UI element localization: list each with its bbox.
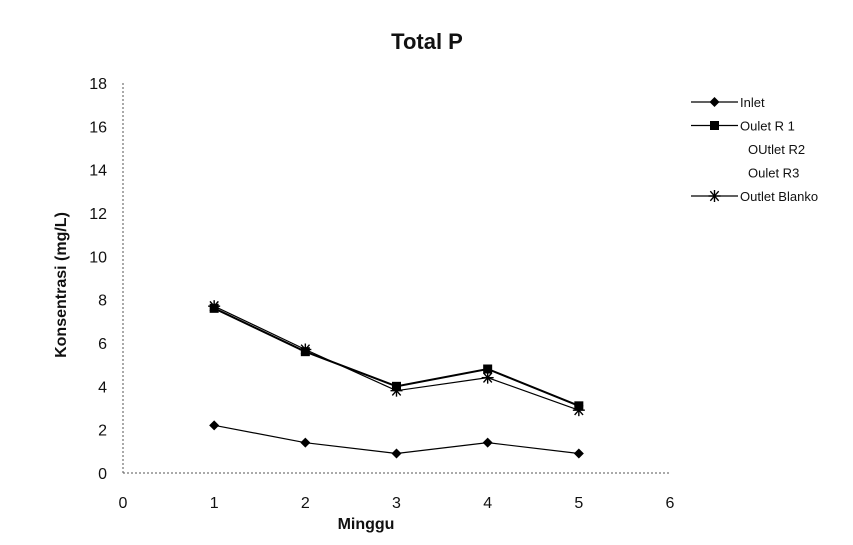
legend-label: OUtlet R2	[748, 142, 805, 157]
data-point	[481, 371, 494, 384]
legend-item: Inlet	[691, 95, 765, 110]
legend-item: OUtlet R2	[748, 142, 805, 157]
x-tick-label: 1	[210, 495, 219, 512]
x-axis-title: Minggu	[338, 516, 395, 533]
y-tick-label: 18	[89, 76, 107, 93]
y-axis-title: Konsentrasi (mg/L)	[53, 212, 70, 358]
data-point	[208, 300, 221, 313]
chart-title: Total P	[391, 29, 463, 54]
legend-label: Oulet R3	[748, 166, 799, 181]
y-tick-label: 0	[98, 466, 107, 483]
x-tick-label: 3	[392, 495, 401, 512]
x-tick-label: 4	[483, 495, 492, 512]
y-tick-label: 4	[98, 379, 107, 396]
legend-label: Outlet Blanko	[740, 189, 818, 204]
x-tick-label: 6	[666, 495, 675, 512]
legend-marker	[710, 121, 719, 130]
legend-marker	[708, 190, 721, 202]
data-point	[572, 404, 585, 417]
y-tick-label: 6	[98, 336, 107, 353]
y-tick-label: 8	[98, 293, 107, 310]
data-point	[390, 384, 403, 397]
x-tick-label: 5	[574, 495, 583, 512]
data-point	[209, 420, 220, 431]
data-point	[483, 364, 493, 374]
data-point	[391, 448, 402, 459]
x-tick-label: 0	[119, 495, 128, 512]
y-tick-label: 16	[89, 119, 107, 136]
legend-item: Oulet R3	[748, 166, 799, 181]
legend-item: Oulet R 1	[691, 119, 795, 134]
plot-area	[208, 300, 585, 459]
data-point	[573, 448, 584, 459]
legend: Inlet Oulet R 1 OUtlet R2 Oulet R3 Outlet Bl…	[691, 95, 818, 204]
x-tick-label: 2	[301, 495, 310, 512]
legend-label: Inlet	[740, 95, 765, 110]
data-point	[482, 437, 493, 448]
legend-label: Oulet R 1	[740, 119, 795, 134]
y-tick-label: 10	[89, 249, 107, 266]
series-inlet	[209, 420, 584, 459]
legend-item: Outlet Blanko	[691, 189, 818, 204]
y-tick-label: 12	[89, 206, 107, 223]
legend-marker	[709, 97, 720, 107]
data-point	[300, 437, 311, 448]
data-point	[299, 343, 312, 356]
series-outlet-blanko	[208, 300, 585, 417]
y-tick-label: 14	[89, 163, 107, 180]
y-tick-label: 2	[98, 423, 107, 440]
